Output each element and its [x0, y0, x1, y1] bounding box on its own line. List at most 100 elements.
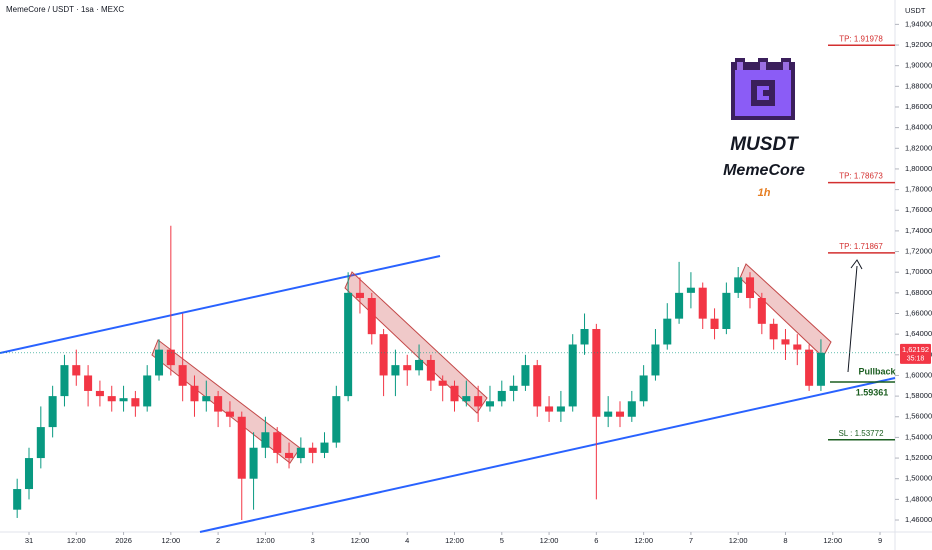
candle-body: [308, 447, 317, 453]
candle-body: [202, 396, 211, 402]
x-tick-label: 12:00: [256, 536, 275, 545]
candle-body: [178, 365, 187, 386]
candle-body: [296, 447, 305, 459]
x-tick-label: 6: [594, 536, 598, 545]
pullback-name: Pullback: [858, 366, 896, 376]
candle-body: [698, 287, 707, 319]
candle-body: [438, 380, 447, 386]
candle-body: [639, 375, 648, 402]
candle-body: [615, 411, 625, 417]
candle-body: [285, 452, 294, 459]
candle-body: [332, 396, 341, 443]
level-label: TP: 1.78673: [839, 172, 883, 181]
y-tick-label: 1,72000: [905, 247, 932, 256]
x-tick-label: 31: [25, 536, 33, 545]
y-tick-label: 1,66000: [905, 308, 932, 317]
countdown: 35:18: [907, 356, 925, 363]
candle-body: [95, 390, 104, 397]
level-label: TP: 1.91978: [839, 34, 883, 43]
x-tick-label: 3: [311, 536, 315, 545]
y-tick-label: 1,52000: [905, 453, 932, 462]
candle-body: [734, 277, 743, 293]
y-tick-label: 1,86000: [905, 102, 932, 111]
candle-body: [36, 427, 45, 459]
y-tick-label: 1,84000: [905, 123, 932, 132]
candle-body: [580, 328, 589, 345]
x-tick-label: 2: [216, 536, 220, 545]
candle-body: [604, 411, 613, 417]
y-tick-label: 1,70000: [905, 267, 932, 276]
channel-upper: [0, 255, 441, 354]
candle-body: [663, 318, 672, 345]
candle-body: [320, 442, 329, 453]
name-label: MemeCore: [723, 162, 805, 179]
candle-body: [651, 344, 660, 376]
candle-body: [426, 359, 435, 381]
candle-body: [166, 349, 175, 366]
y-tick-label: 1,56000: [905, 412, 932, 421]
candle-body: [497, 390, 506, 402]
chart-title: MemeCore / USDT · 1sa · MEXC: [6, 5, 124, 14]
candle-body: [214, 396, 223, 412]
candle-body: [521, 365, 530, 386]
y-tick-label: 1,88000: [905, 81, 932, 90]
candle-body: [592, 328, 601, 417]
x-tick-label: 12:00: [161, 536, 180, 545]
candle-body: [450, 385, 459, 402]
x-tick-label: 2026: [115, 536, 132, 545]
pullback-value: 1.59361: [856, 387, 889, 397]
candle-body: [710, 318, 719, 329]
candle-body: [143, 375, 152, 407]
y-tick-label: 1,82000: [905, 143, 932, 152]
x-tick-label: 12:00: [351, 536, 370, 545]
candle-body: [48, 396, 57, 428]
x-tick-label: 12:00: [67, 536, 86, 545]
candle-body: [533, 365, 542, 407]
candle-body: [462, 396, 471, 402]
symbol-label: MUSDT: [730, 134, 799, 155]
candle-body: [627, 401, 636, 417]
last-price-label: 1,62192: [902, 345, 929, 354]
candle-body: [190, 385, 199, 402]
level-label: TP: 1.71867: [839, 242, 883, 251]
last-price-box: [900, 343, 931, 364]
candle-body: [355, 292, 364, 299]
x-tick-label: 12:00: [823, 536, 842, 545]
candle-body: [403, 365, 412, 371]
candle-body: [72, 365, 81, 376]
candle-body: [154, 349, 164, 376]
candle-body: [344, 292, 353, 397]
y-tick-label: 1,78000: [905, 185, 932, 194]
flag-zone: [344, 271, 488, 414]
candle-body: [107, 396, 116, 402]
y-tick-label: 1,60000: [905, 370, 932, 379]
candle-body: [793, 344, 802, 350]
candle-body: [60, 365, 69, 397]
candle-body: [225, 411, 234, 417]
candle-body: [273, 432, 282, 453]
candle-body: [675, 292, 684, 319]
x-tick-label: 8: [783, 536, 787, 545]
y-tick-label: 1,76000: [905, 205, 932, 214]
channel-lower: [199, 377, 896, 533]
candle-body: [261, 432, 270, 448]
candle-body: [722, 292, 731, 329]
y-tick-label: 1,54000: [905, 432, 932, 441]
y-tick-label: 1,50000: [905, 474, 932, 483]
x-tick-label: 7: [689, 536, 693, 545]
candle-body: [686, 287, 695, 293]
candle-body: [816, 352, 825, 386]
y-tick-label: 1,68000: [905, 288, 932, 297]
x-tick-label: 9: [878, 536, 882, 545]
candle-body: [24, 458, 34, 490]
candle-body: [757, 298, 766, 324]
arrow-head: [850, 259, 863, 270]
y-tick-label: 1,80000: [905, 164, 932, 173]
candle-body: [474, 396, 483, 407]
x-tick-label: 5: [500, 536, 504, 545]
candle-body: [568, 344, 577, 407]
x-tick-label: 12:00: [634, 536, 653, 545]
candle-body: [119, 398, 128, 402]
candle-body: [781, 339, 790, 345]
